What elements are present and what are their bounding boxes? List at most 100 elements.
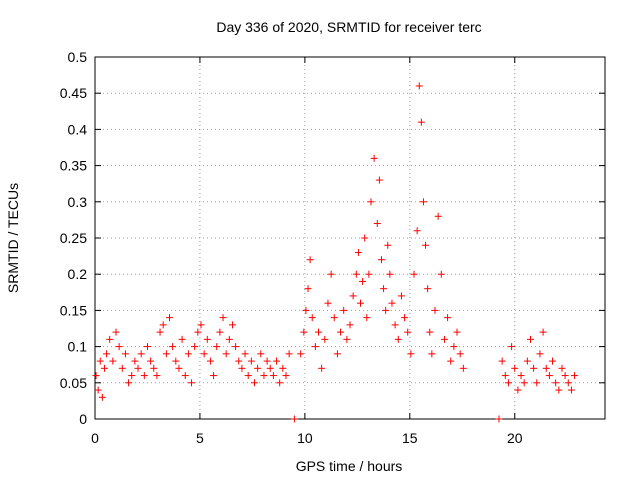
data-point (125, 379, 133, 387)
data-point (377, 256, 385, 264)
data-point (504, 379, 512, 387)
data-point (552, 379, 560, 387)
data-point (349, 292, 357, 300)
data-point (343, 335, 351, 343)
data-point (269, 372, 277, 380)
data-point (290, 415, 298, 423)
data-point (426, 328, 434, 336)
y-tick-label: 0.25 (60, 230, 87, 246)
data-point (203, 335, 211, 343)
data-point (98, 393, 106, 401)
data-point (327, 270, 335, 278)
data-point (352, 270, 360, 278)
data-point (216, 328, 224, 336)
data-point (306, 256, 314, 264)
data-point (354, 248, 362, 256)
data-point (241, 350, 249, 358)
data-point (514, 386, 522, 394)
data-point (235, 357, 243, 365)
y-tick-label: 0 (79, 411, 87, 427)
y-tick-label: 0.5 (68, 49, 88, 65)
data-point (365, 270, 373, 278)
data-point (434, 212, 442, 220)
data-point (337, 328, 345, 336)
data-point (373, 220, 381, 228)
data-point (386, 270, 394, 278)
data-point (112, 328, 120, 336)
data-point (184, 350, 192, 358)
data-point (257, 350, 265, 358)
data-point (511, 364, 519, 372)
data-point (444, 314, 452, 322)
y-tick-label: 0.15 (60, 302, 87, 318)
data-point (238, 364, 246, 372)
data-point (367, 198, 375, 206)
data-point (571, 372, 579, 380)
data-point (533, 379, 541, 387)
data-point (153, 372, 161, 380)
data-point (115, 343, 123, 351)
data-point (285, 350, 293, 358)
data-point (213, 343, 221, 351)
data-point (100, 364, 108, 372)
data-point (244, 372, 252, 380)
data-point (118, 364, 126, 372)
data-point (333, 350, 341, 358)
data-point (225, 335, 233, 343)
data-point (137, 350, 145, 358)
data-point (340, 306, 348, 314)
data-point (549, 357, 557, 365)
data-point (517, 372, 525, 380)
data-point (545, 372, 553, 380)
data-point (228, 321, 236, 329)
data-point (260, 372, 268, 380)
data-point (232, 343, 240, 351)
data-point (206, 357, 214, 365)
data-point (413, 227, 421, 235)
data-point (251, 379, 259, 387)
data-point (370, 154, 378, 162)
data-point (103, 350, 111, 358)
data-point (542, 364, 550, 372)
data-point (453, 328, 461, 336)
data-point (447, 357, 455, 365)
data-point (384, 241, 392, 249)
chart-title: Day 336 of 2020, SRMTID for receiver ter… (216, 19, 481, 35)
data-point (279, 364, 287, 372)
data-point (128, 372, 136, 380)
y-tick-label: 0.35 (60, 158, 87, 174)
data-point (394, 335, 402, 343)
data-point (498, 357, 506, 365)
data-point (437, 270, 445, 278)
data-point (147, 357, 155, 365)
data-point (194, 328, 202, 336)
data-point (321, 335, 329, 343)
data-point (131, 357, 139, 365)
data-point (96, 357, 104, 365)
data-point (311, 343, 319, 351)
data-point (178, 335, 186, 343)
data-point (361, 234, 369, 242)
y-axis-label: SRMTID / TECUs (5, 183, 21, 293)
data-point (162, 350, 170, 358)
data-point (422, 241, 430, 249)
data-point (109, 357, 117, 365)
data-point (346, 321, 354, 329)
data-point (159, 321, 167, 329)
data-point (140, 372, 148, 380)
data-point (401, 314, 409, 322)
data-point (431, 306, 439, 314)
data-point (92, 372, 100, 380)
y-tick-label: 0.45 (60, 85, 87, 101)
data-point (456, 350, 464, 358)
data-point (166, 314, 174, 322)
data-point (254, 364, 262, 372)
data-point (247, 357, 255, 365)
data-point (428, 350, 436, 358)
x-tick-label: 5 (196, 430, 204, 446)
y-tick-label: 0.3 (68, 194, 88, 210)
data-point (304, 285, 312, 293)
data-point (300, 328, 308, 336)
data-point (440, 335, 448, 343)
data-point (143, 343, 151, 351)
